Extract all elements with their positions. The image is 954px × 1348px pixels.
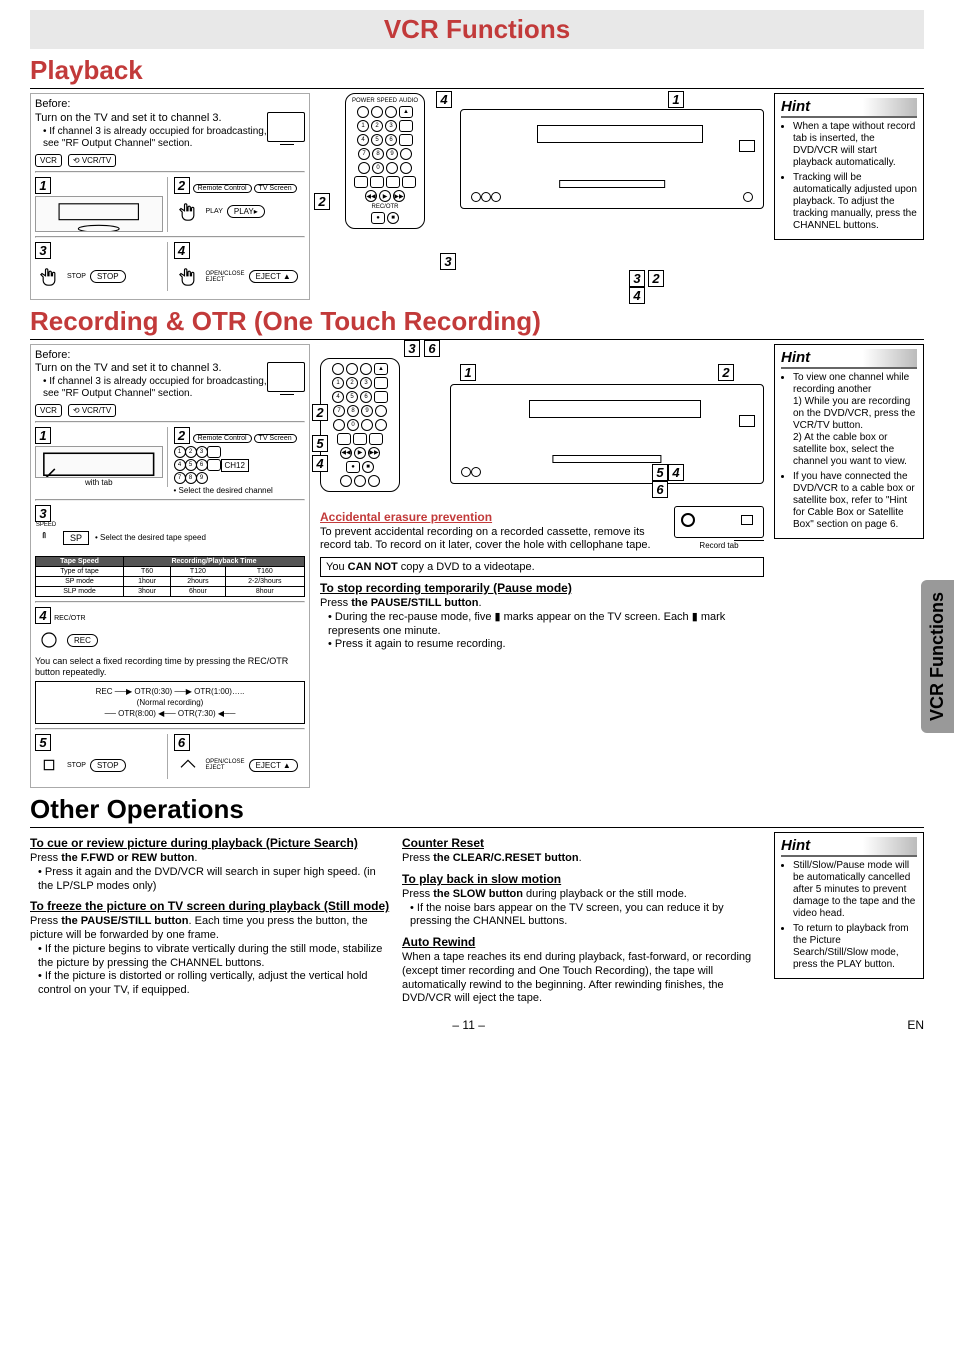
tv-icon	[267, 112, 305, 142]
eject-small: OPEN/CLOSE EJECT	[206, 271, 245, 283]
step-4: 4	[174, 242, 190, 259]
callout-2b: 2	[648, 270, 664, 287]
hint-item: To return to playback from the Picture S…	[793, 923, 917, 971]
accidental-text: To prevent accidental recording on a rec…	[320, 526, 664, 554]
remote-diagram-2: ▲ 123 456 789 0 ◀◀▶▶▶ ●■	[320, 358, 400, 492]
counter-title: Counter Reset	[402, 836, 764, 850]
record-tab-label: Record tab	[674, 541, 764, 550]
callout-1: 1	[668, 91, 684, 108]
tv-word-icon: ⟲ VCR/TV	[68, 154, 116, 167]
hint-item: Still/Slow/Pause mode will be automatica…	[793, 860, 917, 920]
auto-text: When a tape reaches its end during playb…	[402, 951, 764, 1006]
rec-step2-note: Select the desired channel	[179, 486, 273, 495]
stop-button-2[interactable]: STOP	[90, 759, 126, 772]
before-label: Before:	[35, 98, 70, 110]
hint-title: Hint	[781, 349, 917, 369]
side-tab: VCR Functions	[921, 580, 954, 733]
vcr-diagram-2	[450, 384, 764, 484]
step2-labels: Remote Control TV Screen	[193, 184, 297, 193]
hint-title: Hint	[781, 98, 917, 118]
sp-display: SP	[63, 531, 89, 545]
vcr-word-icon: VCR	[35, 154, 62, 167]
rec-button[interactable]: REC	[67, 634, 98, 647]
rec-step-4: 4	[35, 607, 51, 624]
hand-icon	[35, 263, 63, 291]
hint-item: To view one channel while recording anot…	[793, 372, 917, 468]
pause-title: To stop recording temporarily (Pause mod…	[320, 581, 764, 595]
callout-2: 2	[314, 193, 330, 210]
slow-b1: If the noise bars appear on the TV scree…	[402, 902, 764, 930]
play-button[interactable]: PLAY▸	[227, 205, 265, 218]
hint-item: If you have connected the DVD/VCR to a c…	[793, 471, 917, 531]
stop-small: STOP	[67, 273, 86, 280]
hint-title: Hint	[781, 837, 917, 857]
other-hint: Hint Still/Slow/Pause mode will be autom…	[774, 832, 924, 979]
hint-item: Tracking will be automatically adjusted …	[793, 172, 917, 232]
rec-step-1: 1	[35, 427, 51, 444]
section-recording-title: Recording & OTR (One Touch Recording)	[30, 306, 924, 340]
hint-item: When a tape without record tab is insert…	[793, 121, 917, 169]
accidental-title: Accidental erasure prevention	[320, 510, 664, 524]
step-1: 1	[35, 177, 51, 194]
rec-before-label: Before:	[35, 349, 70, 361]
callout-3b: 3	[629, 270, 645, 287]
otr-flow: REC ──▶ OTR(0:30) ──▶ OTR(1:00)….. (Norm…	[35, 681, 305, 725]
rec-step-2: 2	[174, 427, 190, 444]
step-3: 3	[35, 242, 51, 259]
pause-b1: During the rec-pause mode, five ▮ marks …	[320, 611, 764, 639]
section-playback-title: Playback	[30, 55, 924, 89]
callout-4b: 4	[629, 287, 645, 304]
cannot-copy-note: You CAN NOT copy a DVD to a videotape.	[320, 557, 764, 577]
before-bullet: If channel 3 is already occupied for bro…	[35, 126, 305, 150]
hand-icon	[174, 263, 202, 291]
page-title: VCR Functions	[30, 14, 924, 45]
remote-diagram: POWERSPEEDAUDIO ▲ 123 456 789 0 ◀◀▶▶▶ RE…	[345, 93, 425, 229]
pause-b2: Press it again to resume recording.	[320, 638, 764, 652]
c6: 6	[424, 340, 440, 357]
rec-step-6: 6	[174, 734, 190, 751]
tv-icon	[267, 362, 305, 392]
recording-row: Before: Turn on the TV and set it to cha…	[30, 344, 924, 789]
cue-b1: Press it again and the DVD/VCR will sear…	[30, 866, 392, 894]
freeze-b1: If the picture begins to vibrate vertica…	[30, 943, 392, 971]
slow-title: To play back in slow motion	[402, 872, 764, 886]
eject-button-2[interactable]: EJECT ▲	[249, 759, 298, 772]
before-text: Turn on the TV and set it to channel 3.	[35, 112, 222, 124]
rec-step3-note: Select the desired tape speed	[100, 533, 206, 542]
section-other-title: Other Operations	[30, 794, 924, 828]
lang-code: EN	[907, 1018, 924, 1032]
page-number: – 11 –	[452, 1018, 484, 1032]
vcr-diagram	[460, 109, 764, 209]
cue-title: To cue or review picture during playback…	[30, 836, 392, 850]
step-2: 2	[174, 177, 190, 194]
eject-button[interactable]: EJECT ▲	[249, 270, 298, 283]
footer: – 11 – EN	[30, 1018, 924, 1032]
freeze-b2: If the picture is distorted or rolling v…	[30, 970, 392, 998]
stop-button[interactable]: STOP	[90, 270, 126, 283]
play-small: PLAY	[206, 208, 223, 215]
other-row: To cue or review picture during playback…	[30, 832, 924, 1006]
callout-3: 3	[440, 253, 456, 270]
rec-before-bullet: If channel 3 is already occupied for bro…	[35, 376, 305, 400]
rec-before-text: Turn on the TV and set it to channel 3.	[35, 362, 222, 374]
callout-4: 4	[436, 91, 452, 108]
ch-display: CH12	[221, 459, 249, 472]
hand-icon	[174, 198, 202, 226]
before-block: Before: Turn on the TV and set it to cha…	[35, 98, 305, 126]
with-tab: with tab	[35, 478, 163, 487]
title-bar: VCR Functions	[30, 10, 924, 49]
playback-row: Before: Turn on the TV and set it to cha…	[30, 93, 924, 300]
rec-step-5: 5	[35, 734, 51, 751]
c3: 3	[404, 340, 420, 357]
recotr-label: REC/OTR	[54, 615, 86, 622]
rec-step4-note: You can select a fixed recording time by…	[35, 656, 305, 678]
freeze-title: To freeze the picture on TV screen durin…	[30, 899, 392, 913]
playback-hint: Hint When a tape without record tab is i…	[774, 93, 924, 240]
auto-title: Auto Rewind	[402, 935, 764, 949]
recording-hint: Hint To view one channel while recording…	[774, 344, 924, 539]
rec-step-3: 3	[35, 505, 51, 522]
tape-speed-table: Tape SpeedRecording/Playback Time Type o…	[35, 556, 305, 597]
